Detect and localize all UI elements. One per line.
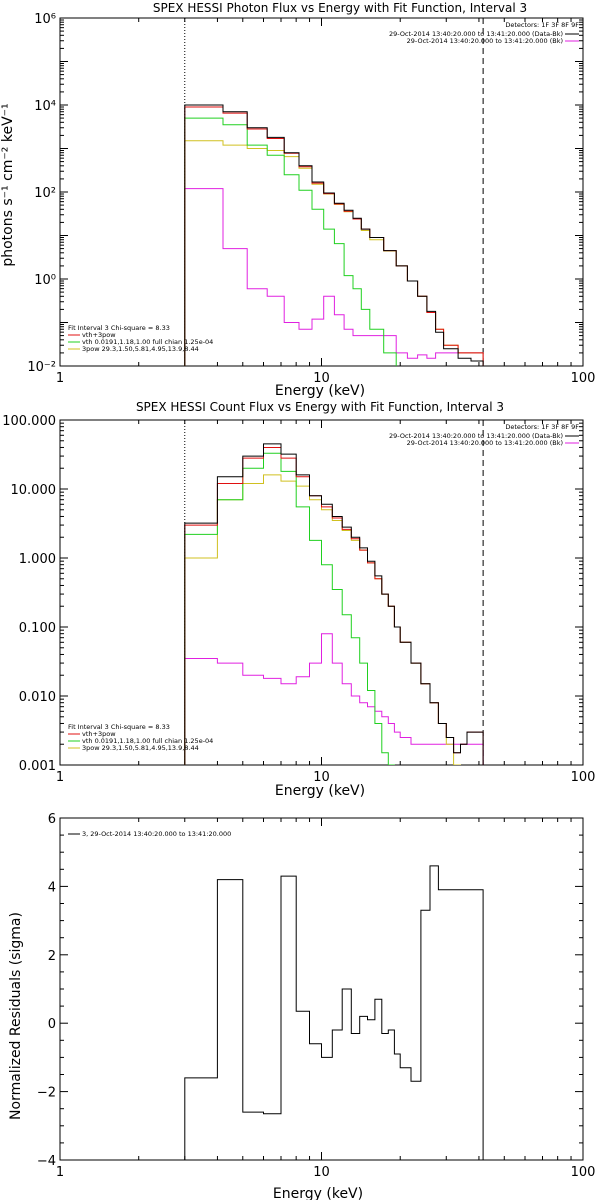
series-step-line [184, 188, 484, 366]
series-step-line [184, 452, 395, 765]
x-tick-label: 10 [313, 1165, 330, 1180]
y-tick-label: 2 [48, 949, 56, 964]
legend-header: Detectors: 1F 3F 8F 9F [505, 21, 579, 29]
y-axis-label: Normalized Residuals (sigma) [8, 912, 24, 1120]
series-step-line [184, 140, 484, 366]
chart-title: SPEX HESSI Photon Flux vs Energy with Fi… [153, 1, 527, 15]
legend-entry-text: vth+3pow [82, 331, 116, 339]
legend-entry-text: vth 0.0191,1.18,1.00 full chian 1.25e-04 [82, 338, 213, 346]
x-tick-label: 10 [313, 770, 330, 785]
x-tick-label: 10 [313, 371, 330, 386]
series-step-line [184, 104, 484, 366]
series-group [184, 104, 484, 366]
legend-entry-text: 29-Oct-2014 13:40:20.000 to 13:41:20.000… [389, 30, 563, 38]
x-axis-label: Energy (keV) [275, 383, 365, 399]
series-step-line [184, 633, 484, 765]
y-axis-label: photons s⁻¹ cm⁻² keV⁻¹ [0, 103, 16, 266]
y-tick-label: 1.000 [19, 552, 56, 567]
count-flux-chart: SPEX HESSI Count Flux vs Energy with Fit… [2, 400, 596, 799]
photon-flux-chart: SPEX HESSI Photon Flux vs Energy with Fi… [0, 1, 596, 399]
y-tick-label: −2 [37, 1086, 56, 1101]
x-tick-label: 100 [571, 371, 596, 386]
y-tick-label: 0 [48, 1017, 56, 1032]
plot-frame [59, 17, 584, 367]
y-tick-label: 0.100 [19, 621, 56, 636]
y-tick-label: 0.001 [19, 759, 56, 774]
y-tick-label: 0.010 [19, 690, 56, 705]
legend-entry-text: vth 0.0191,1.18,1.00 full chian 1.25e-04 [82, 737, 213, 745]
y-tick-label: 4 [48, 880, 56, 895]
x-tick-label: 1 [56, 371, 64, 386]
legend-header: Fit Interval 3 Chi-square = 8.33 [68, 324, 170, 332]
series-group [184, 865, 484, 1160]
legend-entry-text: vth+3pow [82, 730, 116, 738]
y-tick-label: 10.000 [11, 483, 57, 498]
x-tick-label: 1 [56, 1165, 64, 1180]
legend-entry-text: 3pow 29.3,1.50,5.81,4.95,13.9,8.44 [82, 345, 199, 353]
x-axis-label: Energy (keV) [275, 783, 365, 799]
y-tick-label: 6 [48, 812, 56, 827]
legend-entry-text: 29-Oct-2014 13:40:20.000 to 13:41:20.000… [407, 439, 563, 447]
plot-frame [59, 817, 584, 1161]
y-tick-label: 10⁴ [34, 99, 56, 114]
series-step-line [184, 865, 484, 1160]
legend-header: Detectors: 1F 3F 8F 9F [505, 423, 579, 431]
x-tick-label: 100 [571, 770, 596, 785]
legend-entry-text: 29-Oct-2014 13:40:20.000 to 13:41:20.000… [407, 37, 563, 45]
legend-entry-text: 3pow 29.3,1.50,5.81,4.95,13.9,8.44 [82, 744, 199, 752]
series-group [184, 443, 484, 765]
residuals-chart: Energy (keV) Normalized Residuals (sigma… [8, 812, 596, 1200]
y-tick-label: 10⁻² [27, 360, 56, 375]
x-tick-label: 1 [56, 770, 64, 785]
series-step-line [184, 443, 484, 765]
legend-entry-text: 3, 29-Oct-2014 13:40:20.000 to 13:41:20.… [82, 830, 231, 838]
x-tick-label: 100 [571, 1165, 596, 1180]
plot-frame [59, 419, 584, 766]
y-tick-label: 10⁰ [34, 273, 56, 288]
x-axis-label: Energy (keV) [273, 1186, 363, 1200]
y-tick-label: −4 [37, 1154, 56, 1169]
series-step-line [184, 474, 461, 765]
chart-title: SPEX HESSI Count Flux vs Energy with Fit… [136, 400, 504, 414]
y-tick-label: 10⁶ [34, 12, 56, 27]
legend-entry-text: 29-Oct-2014 13:40:20.000 to 13:41:20.000… [389, 432, 563, 440]
y-tick-label: 100.000 [2, 414, 56, 429]
y-tick-label: 10² [34, 186, 56, 201]
series-step-line [184, 117, 397, 366]
legend-header: Fit Interval 3 Chi-square = 8.33 [68, 723, 170, 731]
